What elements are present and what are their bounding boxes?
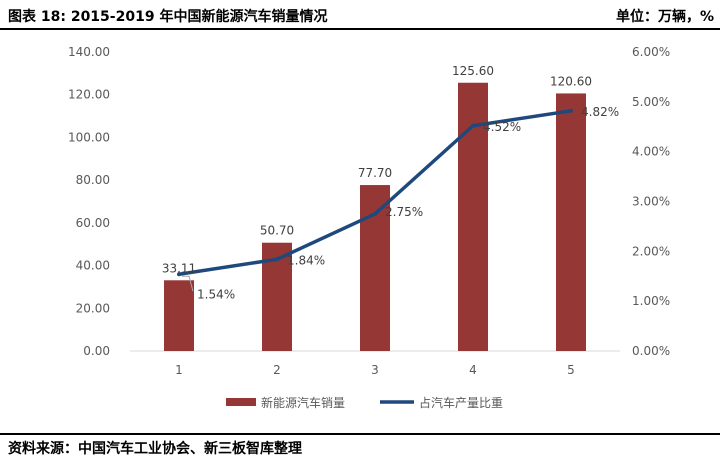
right-axis: 0.00% 1.00% 2.00% 3.00% 4.00% 5.00% 6.00% [632,45,670,358]
line-value-label: 4.52% [483,120,521,134]
left-tick-label: 100.00 [68,130,110,144]
line-point [275,257,279,262]
label-leader-line [182,275,194,292]
x-tick-label: 5 [567,363,575,377]
left-tick-label: 140.00 [68,45,110,59]
line-value-label: 1.54% [197,287,235,301]
x-tick-label: 2 [273,363,281,377]
legend-label-line: 占汽车产量比重 [419,395,503,410]
right-tick-label: 2.00% [632,244,670,258]
left-axis: 0.00 20.00 40.00 60.00 80.00 100.00 120.00 140.… [68,45,110,358]
line-series [177,108,573,277]
line-point [373,211,377,216]
bottom-rule [0,433,720,435]
line-point [569,108,573,113]
x-axis: 1 2 3 4 5 [175,363,575,377]
left-tick-label: 120.00 [68,88,110,102]
right-tick-label: 0.00% [632,344,670,358]
data-labels: 33.11 50.70 77.70 125.60 120.60 1.54% 1.84% 2.7… [162,64,619,302]
bar-value-label: 33.11 [162,261,196,275]
left-tick-label: 60.00 [76,216,110,230]
left-tick-label: 80.00 [76,173,110,187]
line-point [177,272,181,277]
line-value-label: 2.75% [385,205,423,219]
legend: 新能源汽车销量 占汽车产量比重 [226,395,503,410]
right-tick-label: 3.00% [632,195,670,209]
x-tick-label: 1 [175,363,183,377]
legend-swatch-bar [226,398,256,406]
bar-value-label: 120.60 [550,74,592,88]
right-tick-label: 4.00% [632,145,670,159]
left-tick-label: 20.00 [76,301,110,315]
left-tick-label: 40.00 [76,259,110,273]
right-tick-label: 1.00% [632,294,670,308]
right-tick-label: 5.00% [632,95,670,109]
chart-area: 0.0020.0040.0060.0080.00100.00120.00140.… [68,45,670,410]
figure-title: 图表 18: 2015-2019 年中国新能源汽车销量情况 [8,9,328,25]
top-rule [0,28,720,30]
chart-header: 图表 18: 2015-2019 年中国新能源汽车销量情况 单位：万辆，% [0,0,720,30]
bar-value-label: 77.70 [358,166,392,180]
line-value-label: 1.84% [287,253,325,267]
bar-value-label: 50.70 [260,224,294,238]
x-tick-label: 3 [371,363,379,377]
source-note: 资料来源：中国汽车工业协会、新三板智库整理 [8,441,302,457]
bar-value-label: 125.60 [452,64,494,78]
x-tick-label: 4 [469,363,477,377]
legend-label-bar: 新能源汽车销量 [261,395,345,410]
unit-label: 单位：万辆，% [615,9,714,25]
line-value-label: 4.82% [581,105,619,119]
left-tick-label: 0.00 [83,344,110,358]
bar-series [164,82,586,352]
line-point [471,123,475,128]
right-tick-label: 6.00% [632,45,670,59]
bar [556,93,586,351]
bar [164,280,194,351]
